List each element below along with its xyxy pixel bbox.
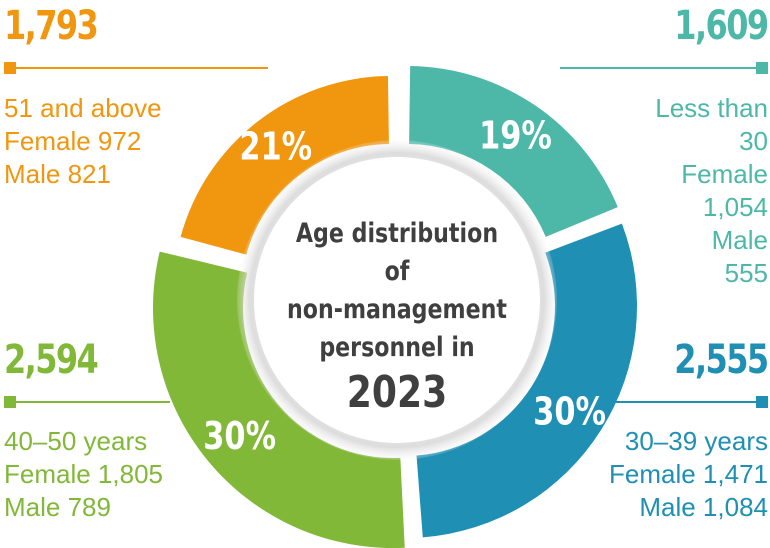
title-line: non-management <box>287 294 507 325</box>
leader-marker <box>4 396 16 408</box>
percent-label: 19% <box>479 114 552 158</box>
age-label: 30–39 years <box>624 426 768 456</box>
female-count: Female 1,471 <box>609 459 768 489</box>
details-40-50-years: 40–50 years Female 1,805 Male 789 <box>4 425 163 524</box>
annotation-40-50-years: 2,594 <box>4 336 121 384</box>
title-year: 2023 <box>346 367 448 418</box>
female-count: Female 972 <box>4 126 142 156</box>
annotation-30-39-years: 2,555 <box>651 336 770 384</box>
leader-marker <box>756 396 768 408</box>
total-value: 2,594 <box>4 337 99 383</box>
title-line: Age distribution of <box>295 218 499 287</box>
leader-marker <box>4 62 16 74</box>
male-label: Male <box>711 225 768 255</box>
age-label: 40–50 years <box>4 426 148 456</box>
male-count: Male 789 <box>4 492 111 522</box>
total-value: 1,793 <box>4 3 99 49</box>
annotation-51-and-above: 1,793 <box>4 2 121 50</box>
male-count: 555 <box>724 258 768 288</box>
annotation-less-than-30: 1,609 <box>651 2 770 50</box>
slice-30-39-years <box>416 223 638 538</box>
percent-labels: 19% 30% 30% 21% <box>203 114 606 459</box>
age-label: 30 <box>739 126 768 156</box>
age-label: Less than <box>655 93 768 123</box>
male-count: Male 821 <box>4 159 111 189</box>
details-51-and-above: 51 and above Female 972 Male 821 <box>4 92 162 191</box>
percent-label: 30% <box>533 390 606 434</box>
percent-label: 21% <box>239 125 312 169</box>
donut-hub <box>254 157 540 443</box>
total-value: 1,609 <box>674 3 770 49</box>
chart-title: Age distribution of non-management perso… <box>262 215 532 419</box>
percent-label: 30% <box>203 415 276 459</box>
slices <box>152 66 638 548</box>
leader-marker <box>756 62 768 74</box>
slice-51-and-above <box>180 76 389 255</box>
female-count: Female 1,805 <box>4 459 163 489</box>
title-line: personnel in <box>319 332 475 363</box>
details-30-39-years: 30–39 years Female 1,471 Male 1,084 <box>609 425 768 524</box>
total-value: 2,555 <box>674 337 770 383</box>
female-count: 1,054 <box>702 192 768 222</box>
slice-less-than-30 <box>409 66 618 237</box>
leader-lines <box>4 62 768 408</box>
age-label: 51 and above <box>4 93 162 123</box>
slice-40-50-years <box>152 251 405 548</box>
details-less-than-30: Less than 30 Female 1,054 Male 555 <box>655 92 768 290</box>
female-label: Female <box>681 159 768 189</box>
male-count: Male 1,084 <box>639 492 768 522</box>
